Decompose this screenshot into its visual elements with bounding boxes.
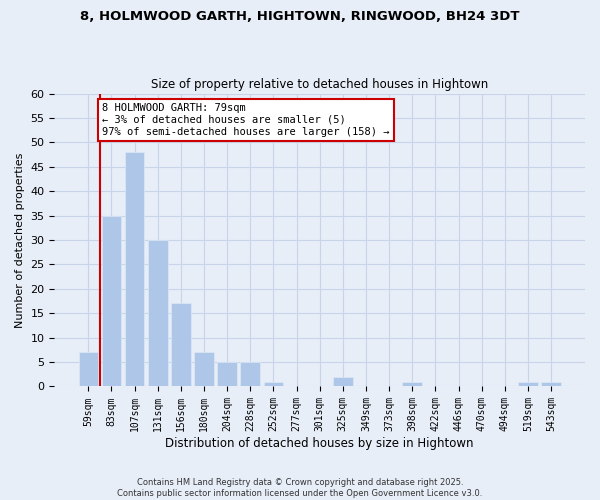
X-axis label: Distribution of detached houses by size in Hightown: Distribution of detached houses by size … bbox=[166, 437, 474, 450]
Y-axis label: Number of detached properties: Number of detached properties bbox=[15, 152, 25, 328]
Title: Size of property relative to detached houses in Hightown: Size of property relative to detached ho… bbox=[151, 78, 488, 91]
Bar bbox=[541, 382, 561, 386]
Text: 8 HOLMWOOD GARTH: 79sqm
← 3% of detached houses are smaller (5)
97% of semi-deta: 8 HOLMWOOD GARTH: 79sqm ← 3% of detached… bbox=[102, 104, 390, 136]
Bar bbox=[171, 304, 191, 386]
Bar bbox=[403, 382, 422, 386]
Bar bbox=[217, 362, 237, 386]
Bar bbox=[263, 382, 283, 386]
Bar bbox=[125, 152, 145, 386]
Bar bbox=[79, 352, 98, 386]
Bar bbox=[518, 382, 538, 386]
Text: Contains HM Land Registry data © Crown copyright and database right 2025.
Contai: Contains HM Land Registry data © Crown c… bbox=[118, 478, 482, 498]
Text: 8, HOLMWOOD GARTH, HIGHTOWN, RINGWOOD, BH24 3DT: 8, HOLMWOOD GARTH, HIGHTOWN, RINGWOOD, B… bbox=[80, 10, 520, 23]
Bar bbox=[333, 376, 353, 386]
Bar bbox=[101, 216, 121, 386]
Bar bbox=[194, 352, 214, 386]
Bar bbox=[241, 362, 260, 386]
Bar bbox=[148, 240, 167, 386]
